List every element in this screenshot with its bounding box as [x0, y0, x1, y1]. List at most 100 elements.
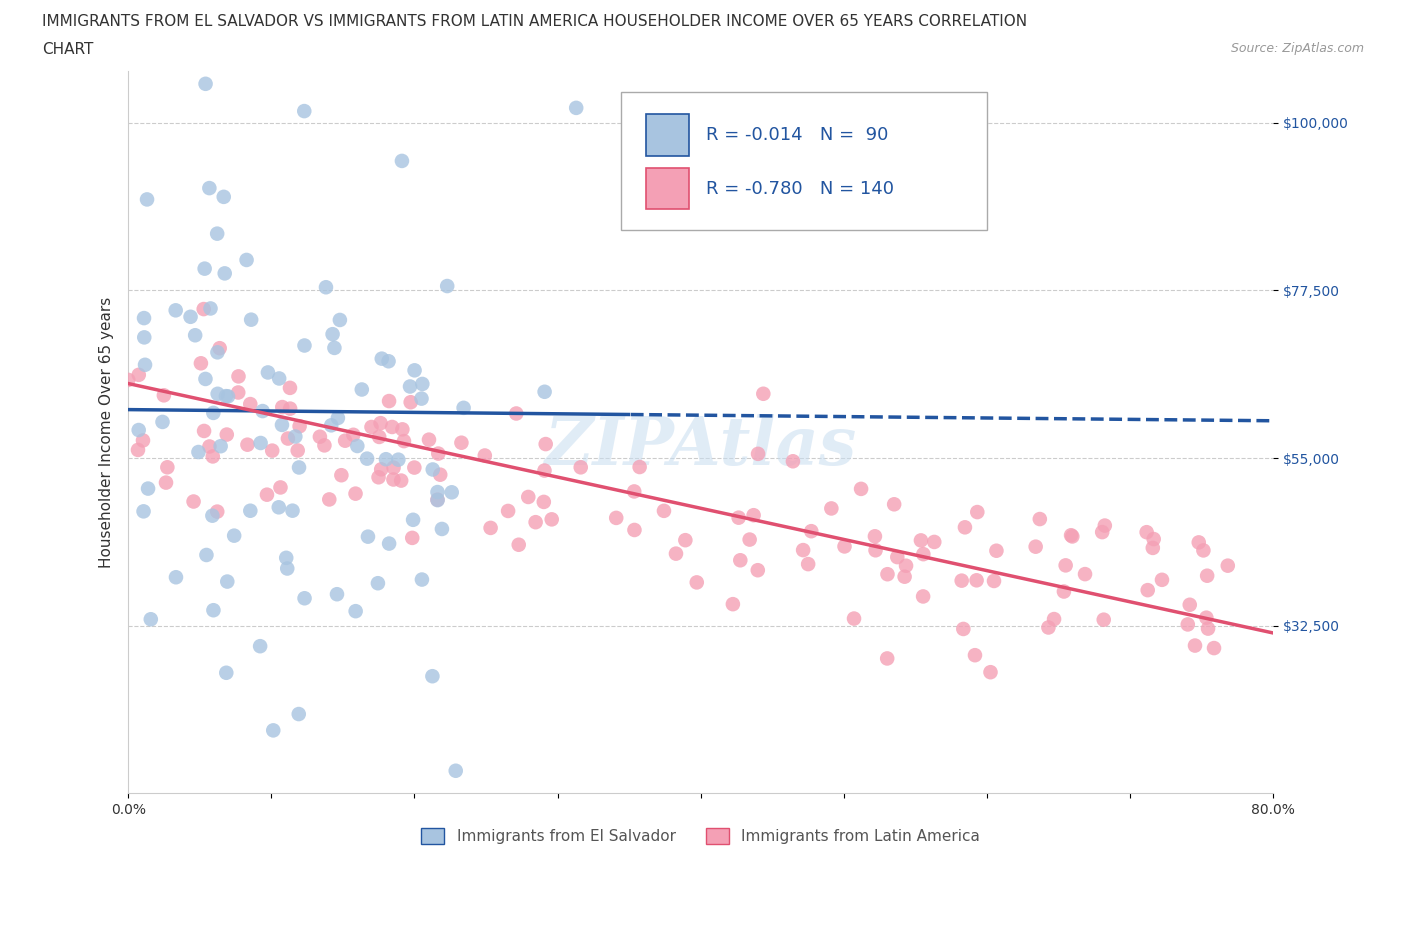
Point — [800, 524, 823, 538]
Point — [1054, 558, 1077, 573]
Point — [134, 330, 156, 345]
Point — [1197, 621, 1219, 636]
Point — [1142, 540, 1164, 555]
Point — [849, 482, 872, 497]
Point — [249, 435, 271, 450]
Point — [389, 473, 412, 488]
Point — [377, 353, 399, 368]
Point — [375, 452, 398, 467]
Point — [524, 514, 547, 529]
Point — [371, 352, 394, 366]
Point — [427, 446, 450, 461]
FancyBboxPatch shape — [645, 167, 689, 209]
Point — [444, 764, 467, 778]
Point — [235, 253, 257, 268]
Point — [953, 520, 976, 535]
Point — [287, 707, 309, 722]
Legend: Immigrants from El Salvador, Immigrants from Latin America: Immigrants from El Salvador, Immigrants … — [415, 822, 986, 850]
Point — [202, 405, 225, 420]
Point — [966, 505, 988, 520]
Point — [1216, 558, 1239, 573]
Point — [1060, 528, 1083, 543]
Point — [321, 418, 343, 432]
Point — [139, 612, 162, 627]
Point — [517, 489, 540, 504]
Point — [686, 575, 709, 590]
Point — [533, 463, 555, 478]
Point — [128, 367, 150, 382]
Point — [201, 449, 224, 464]
Point — [249, 639, 271, 654]
Point — [392, 433, 415, 448]
Point — [314, 438, 336, 453]
Point — [323, 340, 346, 355]
Point — [153, 388, 176, 403]
Point — [411, 377, 433, 392]
Point — [217, 389, 239, 404]
Point — [132, 504, 155, 519]
Point — [239, 397, 262, 412]
Point — [209, 439, 232, 454]
Point — [326, 587, 349, 602]
Point — [834, 539, 856, 554]
Point — [287, 443, 309, 458]
Point — [205, 226, 228, 241]
Point — [226, 385, 249, 400]
Point — [540, 512, 562, 526]
Point — [1150, 572, 1173, 587]
Point — [370, 462, 392, 477]
Point — [117, 373, 139, 388]
Point — [1043, 612, 1066, 627]
Point — [1188, 535, 1211, 550]
Point — [876, 566, 898, 581]
Point — [399, 379, 422, 394]
Point — [391, 153, 413, 168]
Point — [387, 452, 409, 467]
Point — [1136, 583, 1159, 598]
Point — [1202, 641, 1225, 656]
Point — [165, 303, 187, 318]
Point — [1025, 539, 1047, 554]
Point — [292, 103, 315, 118]
Point — [966, 573, 988, 588]
Point — [194, 76, 217, 91]
Point — [212, 190, 235, 205]
Point — [360, 419, 382, 434]
Point — [381, 419, 404, 434]
FancyBboxPatch shape — [620, 92, 987, 230]
Point — [322, 326, 344, 341]
Point — [217, 574, 239, 589]
Point — [257, 365, 280, 379]
Point — [156, 459, 179, 474]
Point — [240, 312, 263, 327]
Point — [652, 503, 675, 518]
Point — [180, 310, 202, 325]
Point — [404, 363, 426, 378]
Point — [1197, 568, 1219, 583]
Point — [797, 557, 820, 572]
Point — [404, 460, 426, 475]
Point — [277, 432, 299, 446]
Point — [378, 393, 401, 408]
Point — [269, 371, 291, 386]
Point — [152, 415, 174, 430]
Point — [782, 454, 804, 469]
Point — [623, 484, 645, 498]
Point — [979, 665, 1001, 680]
Point — [411, 572, 433, 587]
Point — [214, 266, 236, 281]
Point — [402, 512, 425, 527]
Text: R = -0.780   N = 140: R = -0.780 N = 140 — [706, 179, 894, 197]
Point — [136, 481, 159, 496]
Point — [533, 495, 555, 510]
Point — [356, 451, 378, 466]
Point — [187, 445, 209, 459]
Point — [842, 611, 865, 626]
Point — [193, 301, 215, 316]
Point — [333, 433, 356, 448]
Point — [673, 533, 696, 548]
Point — [727, 511, 749, 525]
Point — [262, 723, 284, 737]
Point — [207, 386, 229, 401]
Point — [370, 416, 392, 431]
